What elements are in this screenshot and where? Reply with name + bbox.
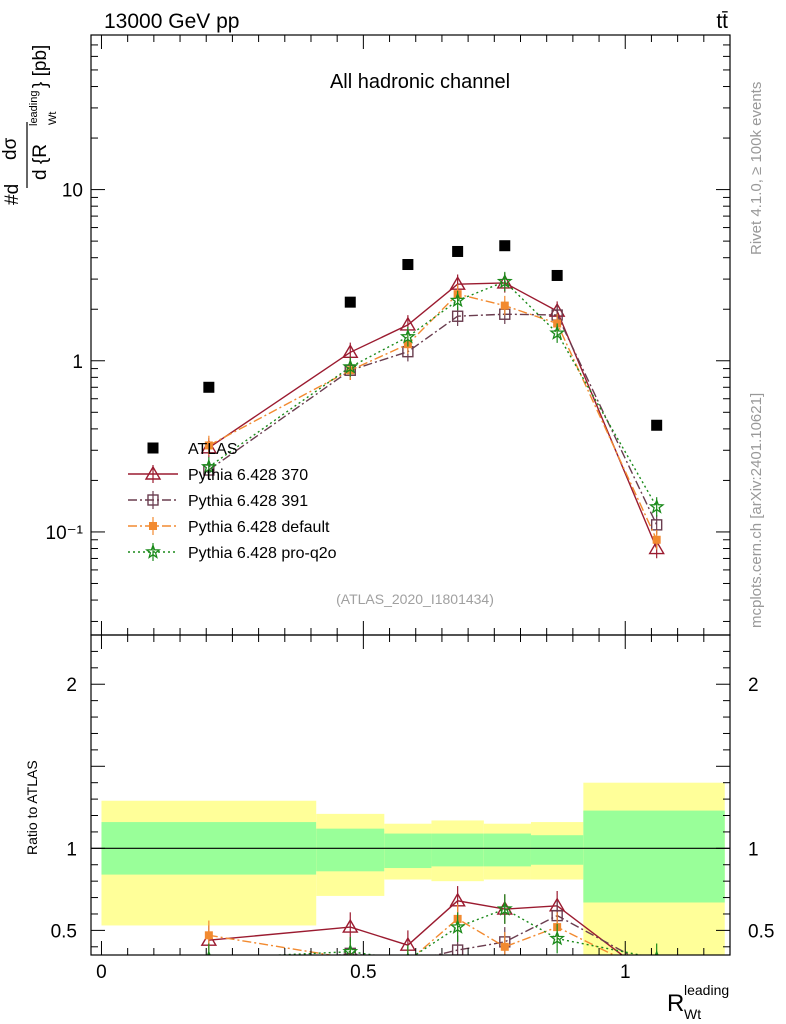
svg-text:Wt: Wt xyxy=(684,1006,701,1022)
main-y-axis-label: #d dσ d {R Wt leading } [pb] xyxy=(0,45,59,205)
band-green-5 xyxy=(530,835,584,865)
band-green-6 xyxy=(583,810,725,903)
mcplots-source-label: mcplots.cern.ch [arXiv:2401.10621] xyxy=(748,393,765,628)
analysis-tag: (ATLAS_2020_I1801434) xyxy=(336,591,494,607)
axes-layer: 10⁻¹ 1 10 0.5 0.5 1 1 2 2 0 0.5 1 xyxy=(46,34,774,983)
main-point-3-5 xyxy=(549,324,566,340)
legend-marker-0 xyxy=(147,442,159,454)
ratio-point-1-6 xyxy=(652,965,662,975)
ratio-y-tick-label-right-2: 2 xyxy=(748,675,759,696)
main-point-3-6 xyxy=(648,498,665,514)
svg-text:R: R xyxy=(667,990,684,1017)
ratio-point-0-1 xyxy=(342,918,359,933)
atlas-point-2 xyxy=(402,259,414,271)
ratio-point-3-4 xyxy=(496,900,513,916)
svg-text:leading: leading xyxy=(684,982,729,998)
main-point-0-6 xyxy=(648,540,665,555)
band-green-1 xyxy=(316,828,385,872)
main-point-1-6 xyxy=(650,519,663,531)
main-point-3-2 xyxy=(399,328,416,344)
legend: ATLAS Pythia 6.428 370 Pythia 6.428 391 Pyt… xyxy=(128,441,337,562)
legend-label-3: Pythia 6.428 default xyxy=(188,519,330,536)
legend-label-4: Pythia 6.428 pro-q2o xyxy=(188,545,337,562)
ratio-point-1-3 xyxy=(451,944,464,955)
svg-text:d {R: d {R xyxy=(30,144,51,180)
ratio-point-1-2 xyxy=(403,957,413,967)
ratio-y-tick-label-2: 2 xyxy=(66,675,77,696)
svg-text:} [pb]: } [pb] xyxy=(30,45,51,88)
ratio-y-tick-label-1: 1 xyxy=(66,839,77,860)
band-green-2 xyxy=(384,833,432,869)
chart-title: All hadronic channel xyxy=(330,71,510,93)
ratio-frame xyxy=(90,634,731,956)
process-label: tt̄ xyxy=(716,10,728,33)
x-tick-label-1: 0.5 xyxy=(350,962,376,983)
ratio-point-0-6 xyxy=(650,974,664,986)
atlas-point-4 xyxy=(499,240,511,252)
ratio-point-3-5 xyxy=(549,930,566,946)
main-point-3-4 xyxy=(496,273,513,289)
svg-text:Wt: Wt xyxy=(47,112,59,125)
rivet-version-label: Rivet 4.1.0, ≥ 100k events xyxy=(748,82,765,255)
ratio-point-2-4 xyxy=(500,942,509,951)
main-y-tick-label-2: 10 xyxy=(62,181,83,202)
main-y-tick-label-1: 1 xyxy=(72,352,83,373)
main-y-tick-label-0: 10⁻¹ xyxy=(46,523,84,544)
ratio-series-layer xyxy=(200,886,664,986)
atlas-point-1 xyxy=(344,296,356,308)
ratio-point-3-3 xyxy=(449,918,466,934)
x-tick-label-2: 1 xyxy=(620,962,631,983)
ratio-point-2-2 xyxy=(404,958,412,966)
ratio-point-3-0 xyxy=(206,949,211,955)
svg-text:#d: #d xyxy=(2,184,23,205)
legend-marker-1 xyxy=(144,465,162,480)
legend-label-0: ATLAS xyxy=(188,441,238,458)
legend-label-2: Pythia 6.428 391 xyxy=(188,493,308,510)
ratio-y-tick-label-0: 0.5 xyxy=(51,921,77,942)
main-series-layer xyxy=(200,240,665,559)
energy-label: 13000 GeV pp xyxy=(104,10,239,33)
ratio-uncertainty-bands xyxy=(91,782,730,955)
main-point-3-1 xyxy=(342,358,359,374)
ratio-point-1-0 xyxy=(204,968,214,978)
ratio-y-tick-label-right-1: 1 xyxy=(748,839,759,860)
atlas-point-3 xyxy=(452,245,464,257)
main-point-2-0 xyxy=(204,441,213,450)
ratio-y-tick-label-right-0: 0.5 xyxy=(748,921,774,942)
main-point-2-4 xyxy=(500,301,509,310)
main-point-3-0 xyxy=(200,458,217,474)
legend-marker-3 xyxy=(149,522,157,530)
ratio-point-2-0 xyxy=(204,931,213,940)
band-green-3 xyxy=(431,833,484,867)
legend-marker-4 xyxy=(145,543,161,559)
x-axis-label: R Wt leading xyxy=(667,982,729,1022)
main-point-3-3 xyxy=(449,292,466,308)
atlas-point-5 xyxy=(551,269,563,281)
atlas-point-6 xyxy=(651,419,663,431)
main-point-1-3 xyxy=(451,310,464,322)
legend-marker-2 xyxy=(147,494,159,506)
ratio-point-2-6 xyxy=(653,972,661,980)
main-point-2-6 xyxy=(652,535,661,544)
legend-label-1: Pythia 6.428 370 xyxy=(188,467,308,484)
svg-text:dσ: dσ xyxy=(0,137,21,160)
atlas-point-0 xyxy=(203,381,215,393)
svg-text:leading: leading xyxy=(28,91,40,126)
ratio-y-axis-label: Ratio to ATLAS xyxy=(24,760,40,855)
band-green-4 xyxy=(483,833,531,867)
x-tick-label-0: 0 xyxy=(96,962,107,983)
